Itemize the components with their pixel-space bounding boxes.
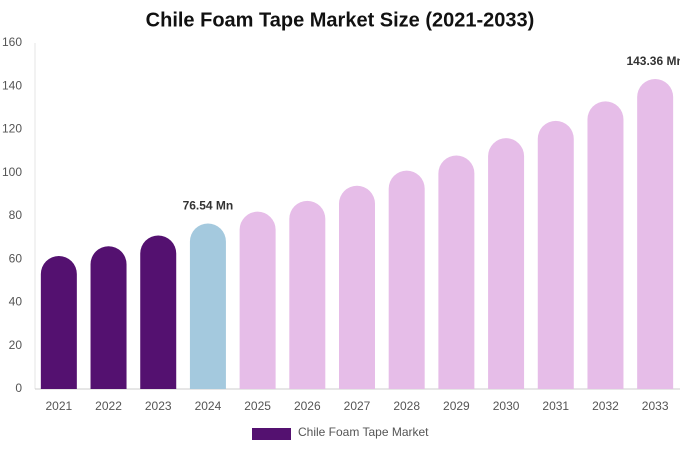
x-tick-label: 2030	[493, 399, 520, 413]
x-tick-label: 2024	[195, 399, 222, 413]
bar	[488, 138, 525, 389]
x-tick-label: 2032	[592, 399, 619, 413]
x-tick-label: 2029	[443, 399, 470, 413]
y-tick-label: 160	[2, 35, 22, 49]
x-tick-label: 2026	[294, 399, 321, 413]
y-tick-label: 120	[2, 122, 22, 136]
bar	[289, 200, 326, 389]
x-tick-label: 2023	[145, 399, 172, 413]
x-tick-label: 2031	[542, 399, 569, 413]
value-label: 143.36 Mn	[626, 54, 680, 68]
y-tick-label: 100	[2, 165, 22, 179]
y-tick-label: 140	[2, 78, 22, 92]
bar	[537, 120, 574, 389]
y-tick-label: 0	[15, 381, 22, 395]
bar	[90, 246, 127, 389]
bar	[587, 101, 624, 389]
bar	[189, 223, 226, 389]
y-tick-label: 80	[9, 208, 23, 222]
bar	[40, 256, 77, 389]
x-tick-label: 2022	[95, 399, 122, 413]
bar	[388, 170, 425, 389]
chart-title: Chile Foam Tape Market Size (2021-2033)	[146, 9, 535, 31]
value-label: 76.54 Mn	[183, 199, 234, 213]
x-tick-label: 2021	[45, 399, 72, 413]
y-tick-label: 20	[9, 338, 23, 352]
x-tick-label: 2025	[244, 399, 271, 413]
x-tick-label: 2028	[393, 399, 420, 413]
bar	[140, 235, 177, 389]
x-tick-label: 2027	[344, 399, 371, 413]
x-tick-label: 2033	[642, 399, 669, 413]
bar	[239, 211, 276, 389]
legend-label: Chile Foam Tape Market	[298, 425, 429, 439]
bar	[637, 78, 674, 389]
bar	[339, 185, 375, 389]
y-tick-label: 40	[9, 295, 23, 309]
y-tick-label: 60	[9, 251, 23, 265]
bar	[438, 155, 475, 389]
legend-swatch	[252, 428, 291, 440]
